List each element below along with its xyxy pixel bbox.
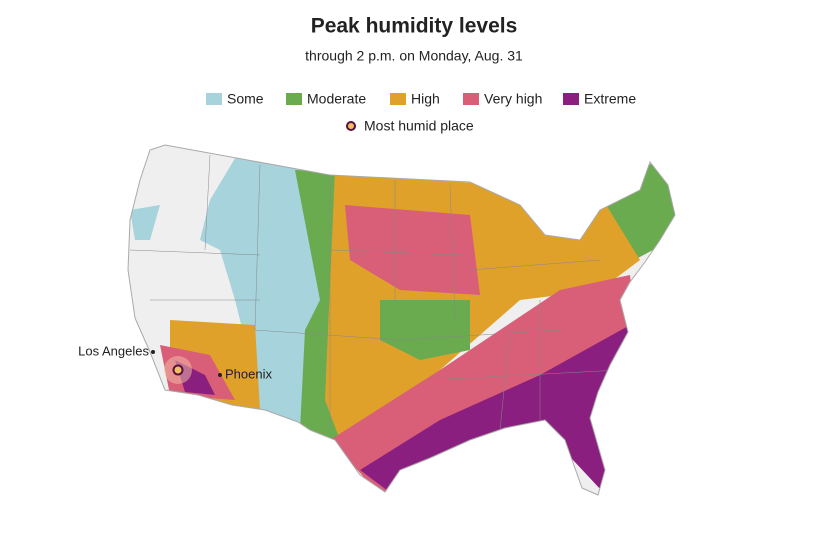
humidity-region xyxy=(330,275,640,495)
legend-swatch xyxy=(390,93,406,105)
legend-label: Extreme xyxy=(584,91,636,107)
legend-swatch xyxy=(206,93,222,105)
legend-label: Some xyxy=(227,91,264,107)
legend: Some Moderate High Very high Extreme xyxy=(206,91,636,107)
city-dot xyxy=(151,350,155,354)
humidity-region xyxy=(380,300,470,360)
title: Peak humidity levels xyxy=(311,15,518,38)
legend-swatch xyxy=(563,93,579,105)
marker-label: Most humid place xyxy=(364,118,474,134)
city-label: Phoenix xyxy=(225,366,272,381)
most-humid-marker xyxy=(172,364,184,376)
legend-swatch xyxy=(463,93,479,105)
humidity-region xyxy=(345,205,480,295)
map-regions xyxy=(128,145,675,495)
humidity-region xyxy=(200,150,330,430)
legend-label: Moderate xyxy=(307,91,366,107)
legend-label: Very high xyxy=(484,91,542,107)
state-borders xyxy=(129,154,621,431)
subtitle: through 2 p.m. on Monday, Aug. 31 xyxy=(305,48,523,64)
legend-label: High xyxy=(411,91,440,107)
city-dot xyxy=(218,373,222,377)
humidity-region xyxy=(130,205,160,240)
marker-swatch xyxy=(346,121,356,131)
legend-swatch xyxy=(286,93,302,105)
city-label: Los Angeles xyxy=(78,343,149,358)
